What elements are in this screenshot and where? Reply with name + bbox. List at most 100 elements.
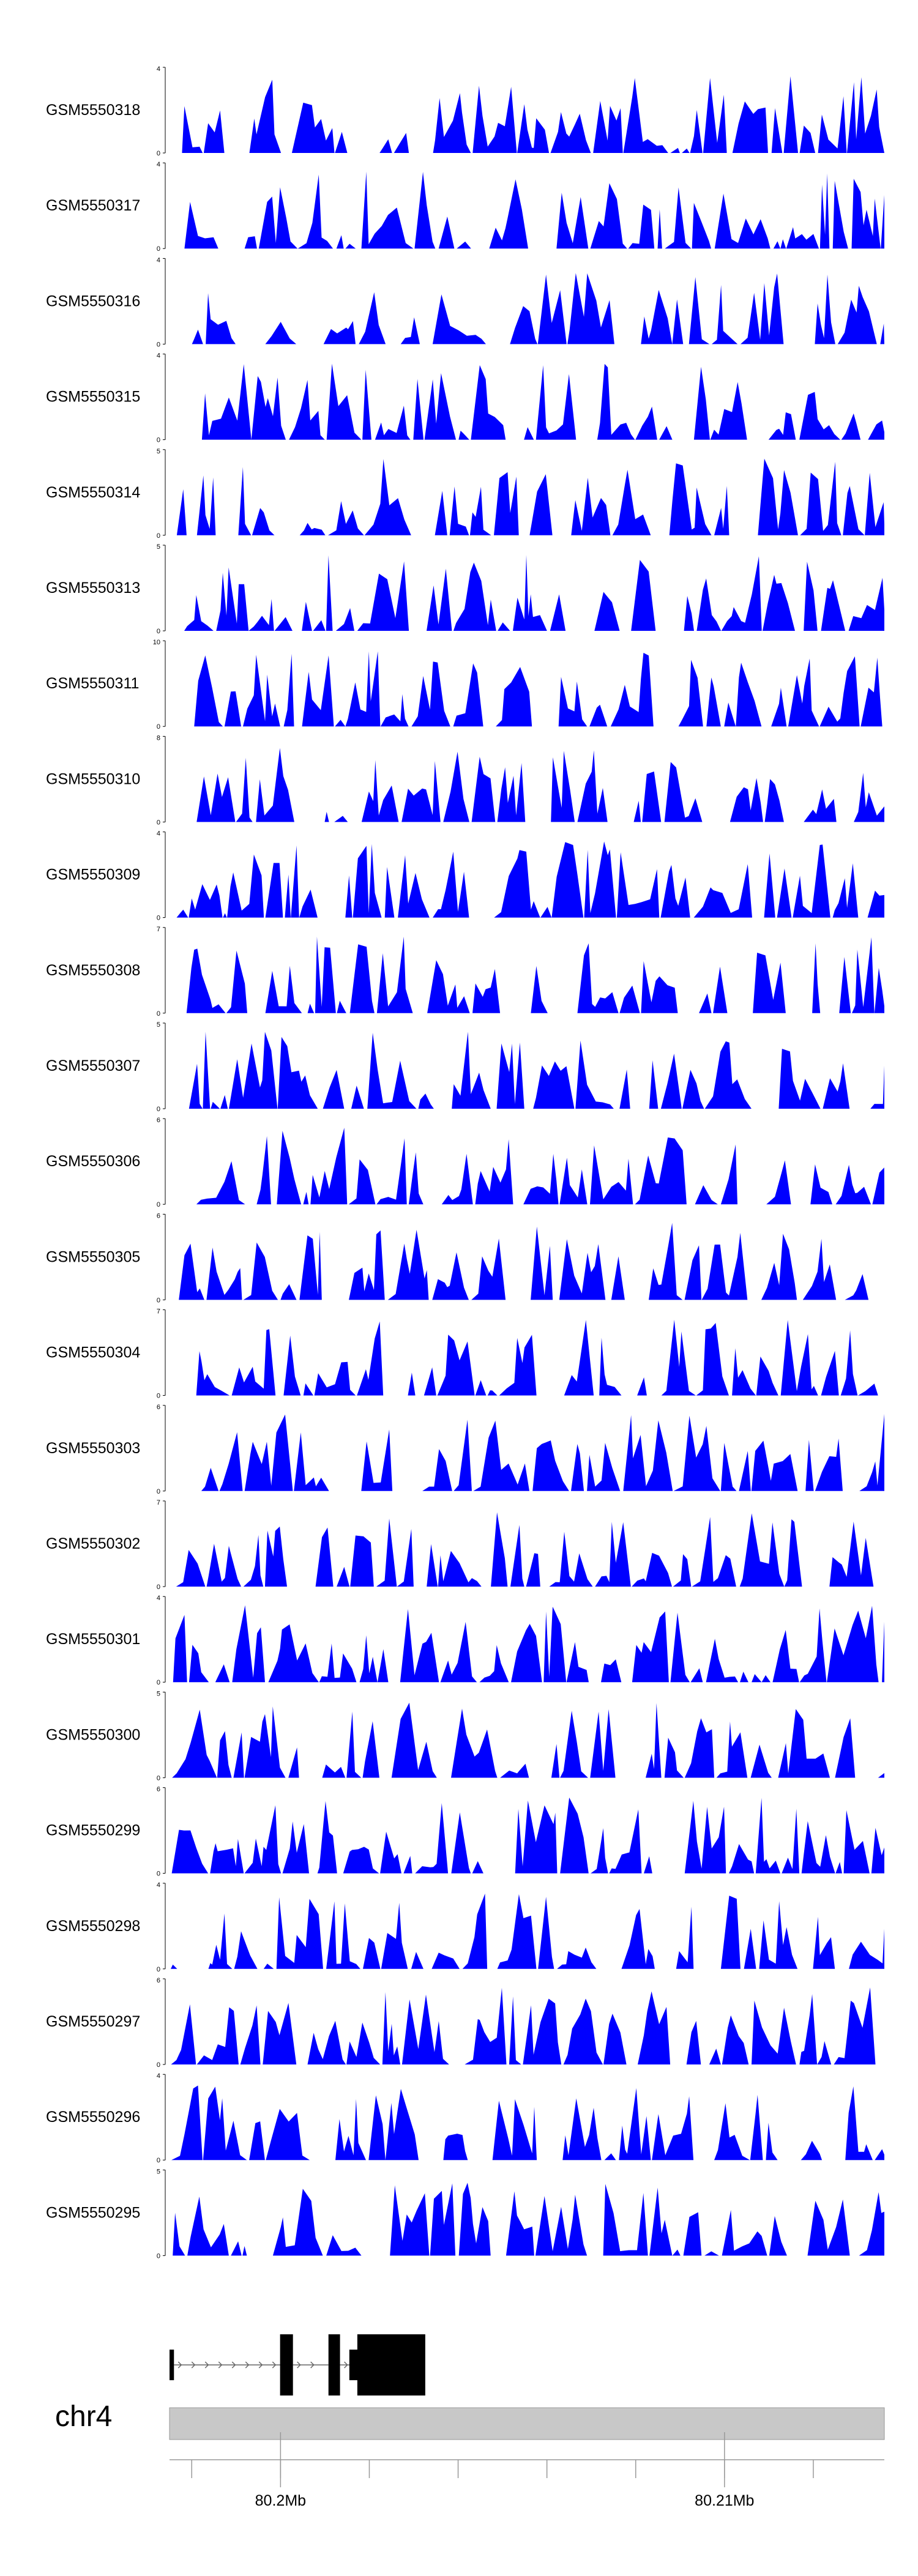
track-GSM5550302: GSM5550302 7 0 <box>46 1499 884 1591</box>
track-GSM5550304: GSM5550304 7 0 <box>46 1308 884 1400</box>
y-tick-label-zero: 0 <box>157 1201 160 1208</box>
y-tick-label-zero: 0 <box>157 819 160 826</box>
axis-major-tick-label: 80.2Mb <box>255 2492 306 2509</box>
track-label: GSM5550301 <box>46 1631 140 1648</box>
y-tick-label-max: 4 <box>157 161 160 168</box>
utr-block <box>170 2350 174 2380</box>
y-tick-label-max: 6 <box>157 1404 160 1411</box>
y-tick-label-max: 6 <box>157 1786 160 1793</box>
coverage-area <box>170 1223 884 1300</box>
coverage-area <box>170 1605 884 1683</box>
coverage-area <box>170 1319 884 1396</box>
strand-arrow <box>344 2361 348 2369</box>
coverage-area <box>170 1032 884 1109</box>
track-GSM5550308: GSM5550308 7 0 <box>46 926 884 1018</box>
strand-arrow <box>191 2361 196 2369</box>
coverage-area <box>170 748 884 822</box>
track-GSM5550303: GSM5550303 6 0 <box>46 1404 884 1495</box>
y-tick-label-zero: 0 <box>157 1010 160 1018</box>
track-label: GSM5550304 <box>46 1344 140 1361</box>
y-tick-label-max: 4 <box>157 1595 160 1602</box>
coverage-area <box>170 1413 884 1491</box>
track-GSM5550305: GSM5550305 6 0 <box>46 1212 884 1304</box>
y-tick-label-zero: 0 <box>157 1584 160 1591</box>
y-tick-label-max: 7 <box>157 926 160 933</box>
y-tick-label-zero: 0 <box>157 628 160 635</box>
track-label: GSM5550305 <box>46 1248 140 1265</box>
coverage-area <box>170 1893 884 1969</box>
coverage-area <box>170 1512 884 1587</box>
strand-arrow <box>310 2361 315 2369</box>
y-tick-label-max: 4 <box>157 352 160 360</box>
track-GSM5550298: GSM5550298 4 0 <box>46 1882 884 1973</box>
track-label: GSM5550318 <box>46 102 140 119</box>
track-label: GSM5550313 <box>46 579 140 597</box>
track-GSM5550310: GSM5550310 8 0 <box>46 734 884 826</box>
coverage-tracks: GSM555031840GSM555031740GSM555031640GSM5… <box>46 65 884 2260</box>
coverage-area <box>170 363 884 440</box>
track-label: GSM5550307 <box>46 1057 140 1074</box>
y-tick-label-zero: 0 <box>157 437 160 444</box>
coverage-area <box>170 76 884 153</box>
track-GSM5550313: GSM5550313 5 0 <box>46 543 884 635</box>
track-GSM5550318: GSM5550318 4 0 <box>46 65 884 157</box>
coverage-area <box>170 841 884 918</box>
strand-arrow <box>272 2361 277 2369</box>
track-label: GSM5550309 <box>46 866 140 884</box>
coverage-area <box>170 458 884 535</box>
y-tick-label-zero: 0 <box>157 1871 160 1878</box>
exon-block <box>280 2334 293 2395</box>
track-GSM5550314: GSM5550314 5 0 <box>46 448 884 540</box>
y-tick-label-max: 6 <box>157 1977 160 1984</box>
y-tick-label-max: 8 <box>157 734 160 742</box>
strand-arrow <box>258 2361 263 2369</box>
y-tick-label-max: 4 <box>157 256 160 264</box>
track-GSM5550295: GSM5550295 5 0 <box>46 2168 884 2260</box>
coverage-area <box>170 1797 884 1874</box>
track-GSM5550296: GSM5550296 4 0 <box>46 2072 884 2164</box>
y-tick-label-zero: 0 <box>157 1774 160 1782</box>
track-GSM5550316: GSM5550316 4 0 <box>46 256 884 348</box>
track-GSM5550307: GSM5550307 5 0 <box>46 1021 884 1113</box>
coverage-area <box>170 651 884 727</box>
strand-arrow <box>204 2361 209 2369</box>
track-GSM5550301: GSM5550301 4 0 <box>46 1595 884 1686</box>
axis-major-tick-label: 80.21Mb <box>695 2492 754 2509</box>
strand-arrow <box>218 2361 223 2369</box>
y-tick-label-max: 5 <box>157 2168 160 2175</box>
track-GSM5550311: GSM5550311 10 0 <box>46 639 884 731</box>
y-tick-label-zero: 0 <box>157 245 160 253</box>
track-GSM5550299: GSM5550299 6 0 <box>46 1786 884 1878</box>
y-tick-label-zero: 0 <box>157 2061 160 2069</box>
y-tick-label-max: 6 <box>157 1212 160 1219</box>
y-tick-label-zero: 0 <box>157 1679 160 1686</box>
y-tick-label-max: 10 <box>153 639 160 646</box>
track-label: GSM5550314 <box>46 484 140 501</box>
chromosome-bar <box>169 2407 885 2440</box>
y-tick-label-max: 4 <box>157 2072 160 2080</box>
track-GSM5550300: GSM5550300 5 0 <box>46 1690 884 1782</box>
y-tick-label-max: 5 <box>157 1021 160 1029</box>
y-tick-label-max: 6 <box>157 1117 160 1124</box>
coverage-area <box>170 2183 884 2256</box>
y-tick-label-zero: 0 <box>157 341 160 348</box>
chromosome-axis: chr4 80.2Mb 80.21Mb <box>55 2400 885 2509</box>
track-GSM5550317: GSM5550317 4 0 <box>46 161 884 253</box>
strand-arrow <box>245 2361 250 2369</box>
y-tick-label-max: 4 <box>157 1882 160 1889</box>
track-GSM5550306: GSM5550306 6 0 <box>46 1117 884 1208</box>
track-label: GSM5550299 <box>46 1822 140 1839</box>
track-label: GSM5550308 <box>46 962 140 979</box>
strand-arrow <box>297 2361 301 2369</box>
track-label: GSM5550302 <box>46 1535 140 1552</box>
track-label: GSM5550310 <box>46 770 140 787</box>
y-tick-label-zero: 0 <box>157 1966 160 1973</box>
track-GSM5550309: GSM5550309 4 0 <box>46 830 884 922</box>
track-label: GSM5550296 <box>46 2109 140 2126</box>
track-label: GSM5550311 <box>46 675 139 692</box>
exon-block <box>357 2334 425 2395</box>
track-label: GSM5550295 <box>46 2204 140 2221</box>
y-tick-label-zero: 0 <box>157 1297 160 1304</box>
y-tick-label-max: 4 <box>157 65 160 73</box>
